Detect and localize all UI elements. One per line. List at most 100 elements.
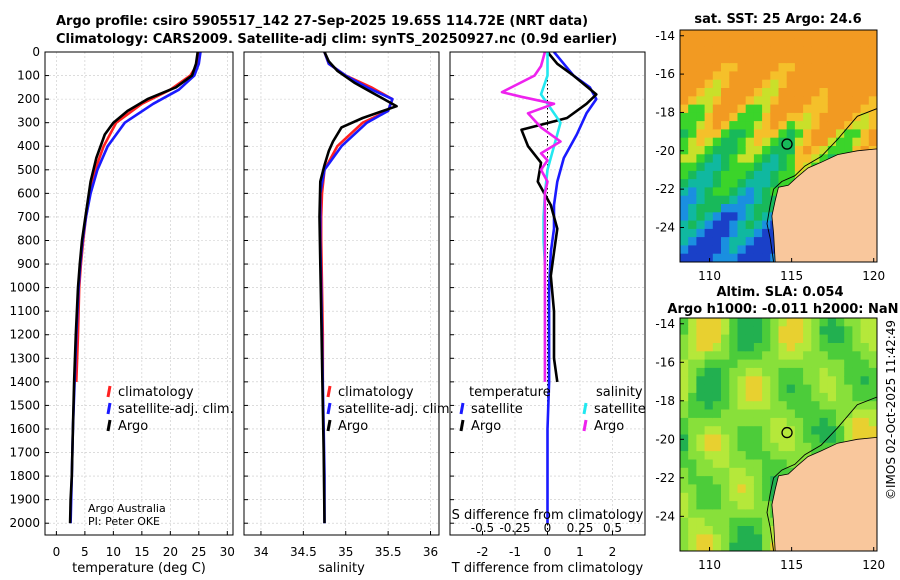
- map-cell: [696, 129, 706, 139]
- map-cell: [737, 467, 747, 477]
- map-cell: [680, 30, 689, 39]
- map-cell: [811, 146, 821, 155]
- map-cell: [803, 384, 812, 394]
- map-cell: [762, 376, 771, 386]
- map-cell: [868, 63, 877, 72]
- map-cell: [868, 88, 877, 97]
- map-cell: [696, 434, 706, 444]
- map-cell: [737, 534, 747, 544]
- map-cell: [712, 96, 722, 106]
- map-cell: [860, 54, 870, 64]
- credit-line1: Argo Australia: [88, 502, 166, 515]
- map-cell: [737, 542, 747, 551]
- map-cell: [721, 367, 730, 377]
- map-cell: [696, 46, 706, 56]
- map-cell: [745, 245, 755, 255]
- map-cell: [688, 434, 697, 444]
- map-cell: [794, 63, 804, 72]
- map-cell: [688, 245, 697, 255]
- map-cell: [852, 417, 862, 427]
- map-cell: [745, 476, 755, 485]
- map-cell: [753, 253, 763, 262]
- map-cell: [729, 179, 739, 188]
- map-cell: [688, 492, 697, 502]
- map-cell: [827, 434, 837, 444]
- map-cell: [803, 30, 812, 39]
- map-cell: [729, 195, 739, 205]
- map-cell: [729, 517, 739, 527]
- map-cell: [852, 137, 862, 147]
- map-cell: [688, 228, 697, 238]
- map-cell: [860, 104, 870, 114]
- y-tick-label: 800: [17, 233, 40, 247]
- map-cell: [721, 334, 730, 344]
- map-cell: [844, 367, 853, 377]
- map-cell: [704, 351, 714, 361]
- map-cell: [794, 343, 804, 352]
- map-cell: [729, 409, 739, 419]
- map-cell: [794, 384, 804, 394]
- map-cell: [868, 367, 877, 377]
- map-cell: [762, 137, 771, 147]
- map-cell: [778, 121, 788, 130]
- map-cell: [827, 351, 837, 361]
- map-cell: [803, 343, 812, 352]
- land-mass: [771, 436, 877, 551]
- map-cell: [737, 417, 747, 427]
- map-cell: [868, 343, 877, 352]
- map-cell: [753, 401, 763, 411]
- map-cell: [704, 195, 714, 205]
- sla-map-title-line2: Argo h1000: -0.011 h2000: NaN: [667, 302, 898, 317]
- map-cell: [704, 79, 714, 89]
- map-cell: [712, 46, 722, 56]
- map-cell: [737, 46, 747, 56]
- map-cell: [745, 542, 755, 551]
- map-cell: [868, 334, 877, 344]
- map-cell: [688, 451, 697, 460]
- map-cell: [819, 326, 829, 336]
- map-cell: [836, 367, 845, 377]
- map-cell: [688, 46, 697, 56]
- map-cell: [745, 401, 755, 411]
- map-cell: [778, 96, 788, 106]
- legend-heading-temperature: temperature: [469, 385, 551, 400]
- map-cell: [680, 179, 689, 188]
- map-cell: [852, 30, 862, 39]
- map-cell: [696, 88, 706, 97]
- map-cell: [852, 392, 862, 402]
- map-cell: [737, 38, 747, 48]
- map-cell: [680, 96, 689, 106]
- map-cell: [712, 170, 722, 180]
- map-cell: [680, 476, 689, 485]
- map-cell: [737, 501, 747, 510]
- x-tick-label: 34: [253, 545, 268, 559]
- map-cell: [868, 409, 877, 419]
- map-cell: [770, 121, 780, 130]
- map-cell: [852, 38, 862, 48]
- map-cell: [868, 129, 877, 139]
- map-cell: [852, 376, 862, 386]
- map-cell: [762, 63, 771, 72]
- map-cell: [786, 146, 796, 155]
- map-cell: [794, 38, 804, 48]
- map-cell: [721, 492, 730, 502]
- map-cell: [819, 442, 829, 452]
- map-cell: [721, 38, 730, 48]
- figure-title-line1: Argo profile: csiro 5905517_142 27-Sep-2…: [56, 14, 589, 29]
- map-cell: [753, 451, 763, 460]
- map-cell: [721, 426, 730, 436]
- map-cell: [712, 318, 722, 327]
- map-cell: [753, 326, 763, 336]
- map-cell: [737, 228, 747, 238]
- map-cell: [794, 318, 804, 327]
- map-cell: [860, 38, 870, 48]
- map-cell: [778, 71, 788, 81]
- map-cell: [844, 129, 853, 139]
- map-cell: [704, 534, 714, 544]
- map-cell: [753, 104, 763, 114]
- map-cell: [704, 334, 714, 344]
- map-cell: [803, 63, 812, 72]
- map-cell: [729, 417, 739, 427]
- map-cell: [860, 326, 870, 336]
- map-cell: [753, 509, 763, 519]
